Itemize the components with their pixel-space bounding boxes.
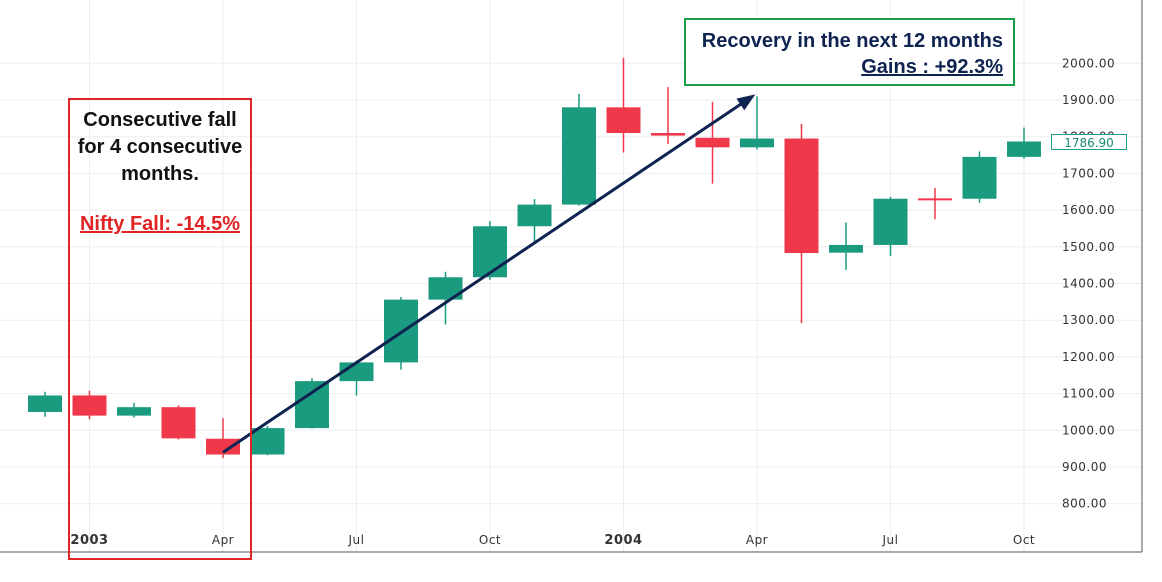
time-tick-label: Oct (1013, 533, 1035, 547)
fall-annotation-line-1: Consecutive fall (83, 109, 237, 131)
price-tick-label: 900.00 (1062, 460, 1107, 474)
candle (295, 378, 329, 429)
time-tick-label: Apr (212, 533, 234, 547)
candle-body (918, 198, 952, 201)
candle-body (161, 407, 196, 439)
candles-group (28, 57, 1041, 459)
price-tick-label: 1200.00 (1062, 350, 1115, 364)
candle-body (562, 107, 596, 205)
candle (962, 151, 997, 203)
time-axis-ticks: 2003 Apr Jul Oct 2004 Apr Jul Oct (70, 533, 1035, 548)
candle-body (740, 138, 774, 148)
time-tick-label: Oct (479, 533, 501, 547)
price-axis-ticks: 800.00 900.00 1000.00 1100.00 1200.00 1300.00… (1062, 56, 1115, 510)
candle (28, 391, 62, 417)
candle-body (829, 244, 863, 253)
candle (829, 222, 863, 270)
candle-body (606, 107, 641, 134)
recovery-arrow-head (736, 94, 756, 111)
candle (873, 196, 908, 256)
candle-body (72, 395, 107, 416)
candle-body (695, 137, 730, 148)
time-tick-label: 2004 (604, 533, 642, 548)
nifty-fall-percentage: Nifty Fall: -14.5% (79, 213, 241, 235)
candle-body (250, 428, 285, 455)
candle (740, 96, 774, 150)
price-tick-label: 1100.00 (1062, 387, 1115, 401)
candle (473, 221, 507, 280)
price-tick-label: 1400.00 (1062, 277, 1115, 291)
price-tick-label: 1900.00 (1062, 93, 1115, 107)
consecutive-fall-annotation: Consecutive fall for 4 consecutive month… (68, 98, 252, 560)
recovery-arrow-line (222, 95, 753, 454)
fall-annotation-line-3: months. (121, 163, 199, 185)
candle-body (295, 381, 329, 429)
price-tick-label: 1500.00 (1062, 240, 1115, 254)
candle-body (517, 204, 552, 227)
candle (161, 405, 196, 440)
recovery-arrow-group (222, 94, 756, 454)
price-tick-label: 1300.00 (1062, 313, 1115, 327)
time-tick-label: Jul (348, 533, 365, 547)
time-tick-label: 2003 (70, 533, 108, 548)
last-price-badge: 1786.90 (1051, 134, 1127, 150)
candle (695, 101, 730, 184)
candle-body (206, 438, 240, 455)
price-tick-label: 2000.00 (1062, 56, 1115, 70)
candle (250, 425, 285, 456)
candle-body (873, 198, 908, 245)
candle-body (28, 395, 62, 412)
time-tick-label: Jul (882, 533, 899, 547)
recovery-gains-percentage: Gains : +92.3% (861, 56, 1003, 78)
candle (918, 188, 952, 220)
candle-body (784, 138, 819, 254)
candle (117, 402, 151, 418)
recovery-annotation: Recovery in the next 12 months Gains : +… (684, 18, 1015, 86)
candle-body (962, 156, 997, 199)
time-tick-label: Apr (746, 533, 768, 547)
price-tick-label: 800.00 (1062, 497, 1107, 511)
candle (428, 271, 463, 325)
candle (339, 360, 374, 396)
fall-annotation-line-2: for 4 consecutive (77, 136, 243, 158)
recovery-annotation-title: Recovery in the next 12 months (701, 30, 1003, 52)
candle (517, 199, 552, 244)
candle-body (651, 133, 685, 136)
candle (784, 123, 819, 324)
candle-body (117, 407, 151, 416)
candle (651, 87, 685, 145)
price-tick-label: 1000.00 (1062, 423, 1115, 437)
candle (606, 57, 641, 153)
candle-body (1007, 141, 1041, 157)
candle-body (473, 226, 507, 278)
candle (72, 390, 107, 420)
price-tick-label: 1700.00 (1062, 166, 1115, 180)
candle (562, 93, 596, 206)
price-tick-label: 1600.00 (1062, 203, 1115, 217)
candle (1007, 127, 1041, 159)
candle-body (428, 277, 463, 300)
